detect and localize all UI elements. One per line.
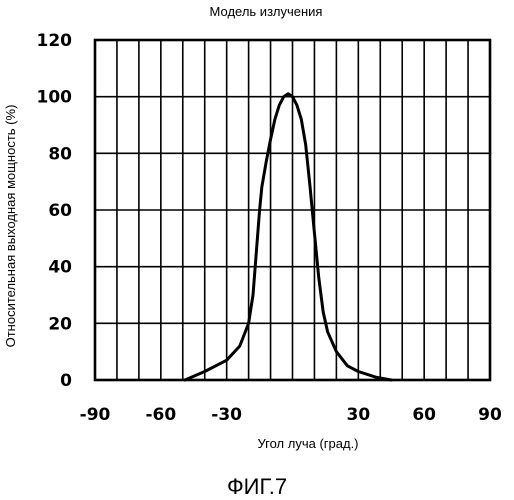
series-curve-group (185, 94, 391, 380)
y-tick-label: 40 (48, 258, 72, 278)
chart-title: Модель излучения (210, 4, 323, 19)
figure-caption: ФИГ.7 (227, 474, 287, 499)
x-tick-label: -30 (211, 405, 242, 425)
y-tick-label: 0 (60, 371, 72, 391)
y-tick-label: 60 (48, 201, 72, 221)
series-line (185, 94, 391, 380)
y-tick-labels: 0 20 40 60 80 100 120 (37, 31, 73, 391)
y-tick-label: 80 (48, 144, 72, 164)
x-tick-label: -90 (80, 405, 111, 425)
x-tick-label: -60 (145, 405, 176, 425)
x-tick-label: 60 (412, 405, 436, 425)
y-axis-label: Относительная выходная мощность (%) (3, 105, 18, 348)
grid (95, 40, 490, 380)
y-tick-label: 20 (48, 314, 72, 334)
y-tick-label: 120 (37, 31, 73, 51)
y-tick-label: 100 (37, 88, 73, 108)
x-tick-labels: -90 -60 -30 30 60 90 (80, 405, 502, 425)
x-axis-label: Угол луча (град.) (257, 436, 358, 451)
x-tick-label: 30 (346, 405, 370, 425)
x-tick-label: 90 (478, 405, 502, 425)
